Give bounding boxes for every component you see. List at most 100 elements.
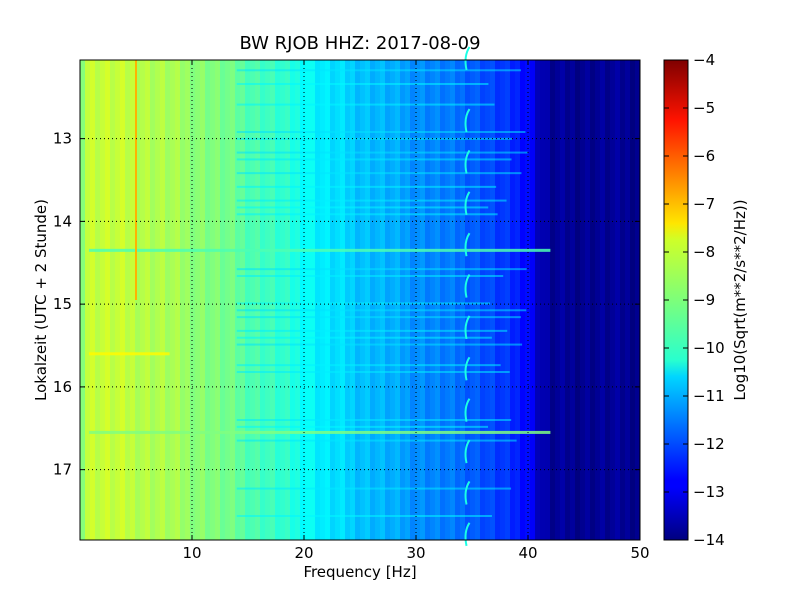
- spectrogram-column: [575, 60, 581, 540]
- vertical-tone-line: [135, 60, 137, 300]
- spectrogram-column: [385, 60, 391, 540]
- spectrogram-column: [615, 60, 621, 540]
- spectrogram-column: [250, 60, 256, 540]
- spectrogram-column: [225, 60, 231, 540]
- spectrogram-column: [560, 60, 566, 540]
- spectrogram-column: [465, 60, 471, 540]
- spectrogram-column: [530, 60, 536, 540]
- spectrogram-column: [505, 60, 511, 540]
- x-tick-label: 20: [294, 544, 313, 562]
- spectrogram-column: [145, 60, 151, 540]
- spectrogram-column: [330, 60, 336, 540]
- time-band: [236, 103, 495, 106]
- spectrogram-column: [120, 60, 126, 540]
- spectrogram-column: [245, 60, 251, 540]
- spectrogram-column: [140, 60, 146, 540]
- time-band: [236, 213, 498, 216]
- spectrogram-column: [405, 60, 411, 540]
- spectrogram-column: [175, 60, 181, 540]
- spectrogram-column: [310, 60, 316, 540]
- tone-arc: [464, 480, 471, 505]
- spectrogram-column: [430, 60, 436, 540]
- tone-arc: [464, 274, 471, 298]
- time-band: [236, 309, 527, 312]
- colorbar-tick-label: −11: [693, 387, 725, 405]
- x-tick-label: 10: [182, 544, 201, 562]
- grid-lines: [80, 60, 640, 540]
- colorbar-tick-label: −9: [693, 291, 715, 309]
- time-band: [236, 83, 489, 85]
- spectrogram-column: [300, 60, 306, 540]
- colorbar-ticks: −4 −5 −6 −7 −8 −9 −10 −11 −12 −13 −14: [664, 51, 725, 549]
- time-band: [236, 425, 489, 428]
- time-band: [236, 336, 492, 339]
- colorbar-tick-label: −5: [693, 99, 715, 117]
- y-tick-label: 15: [53, 295, 72, 313]
- time-band: [236, 268, 527, 271]
- spectrogram-column: [340, 60, 346, 540]
- x-tick-label: 50: [630, 544, 649, 562]
- spectrogram-column: [515, 60, 521, 540]
- spectrogram-column: [285, 60, 291, 540]
- spectrogram-column: [470, 60, 476, 540]
- spectrogram-column: [565, 60, 571, 540]
- broadband-event: [88, 430, 551, 434]
- spectrogram-column: [535, 60, 541, 540]
- spectrogram-column: [555, 60, 561, 540]
- spectrogram-column: [545, 60, 551, 540]
- spectrogram-column: [255, 60, 261, 540]
- time-band: [236, 487, 512, 490]
- time-band: [236, 172, 522, 175]
- colorbar-tick-label: −14: [693, 531, 725, 549]
- tone-arc: [464, 191, 471, 216]
- spectrogram-column: [165, 60, 171, 540]
- spectrogram-column: [90, 60, 96, 540]
- spectrogram-column: [420, 60, 426, 540]
- spectrogram-column: [345, 60, 351, 540]
- y-tick-label: 13: [53, 130, 72, 148]
- spectrogram-column: [280, 60, 286, 540]
- spectrogram-column: [455, 60, 461, 540]
- spectrogram-column: [230, 60, 236, 540]
- spectrogram-column: [375, 60, 381, 540]
- spectrogram-column: [265, 60, 271, 540]
- time-band: [236, 316, 521, 319]
- colorbar-tick-label: −8: [693, 243, 715, 261]
- spectrogram-column: [605, 60, 611, 540]
- spectrogram-column: [520, 60, 526, 540]
- spectrogram-column: [235, 60, 241, 540]
- spectrogram-column: [510, 60, 516, 540]
- time-band: [236, 364, 501, 367]
- spectrogram-column: [270, 60, 276, 540]
- spectrogram-column: [195, 60, 201, 540]
- colorbar-tick-label: −4: [693, 51, 715, 69]
- time-band: [236, 206, 489, 209]
- colorbar-tick-label: −12: [693, 435, 725, 453]
- spectrogram-column: [115, 60, 121, 540]
- spectrogram-column: [205, 60, 211, 540]
- y-axis-ticks: 13 14 15 16 17: [53, 130, 640, 479]
- spectrogram-column: [610, 60, 616, 540]
- spectrogram-column: [390, 60, 396, 540]
- time-band: [236, 343, 523, 346]
- time-band: [236, 275, 504, 277]
- time-band: [236, 158, 512, 161]
- y-tick-label: 14: [53, 212, 72, 230]
- spectrogram-column: [325, 60, 331, 540]
- spectrogram-column: [100, 60, 106, 540]
- x-tick-label: 40: [518, 544, 537, 562]
- tone-arc: [464, 46, 471, 71]
- spectrogram-column: [110, 60, 116, 540]
- tone-arc: [464, 356, 471, 381]
- colorbar-tick-label: −7: [693, 195, 715, 213]
- spectrogram-column: [425, 60, 431, 540]
- tone-arc: [464, 149, 471, 174]
- spectrogram-column: [500, 60, 506, 540]
- spectrogram-column: [185, 60, 191, 540]
- spectrogram-column: [580, 60, 586, 540]
- spectrogram-column: [315, 60, 321, 540]
- tone-arc: [464, 232, 471, 257]
- spectrogram-column: [370, 60, 376, 540]
- spectrogram-column: [290, 60, 296, 540]
